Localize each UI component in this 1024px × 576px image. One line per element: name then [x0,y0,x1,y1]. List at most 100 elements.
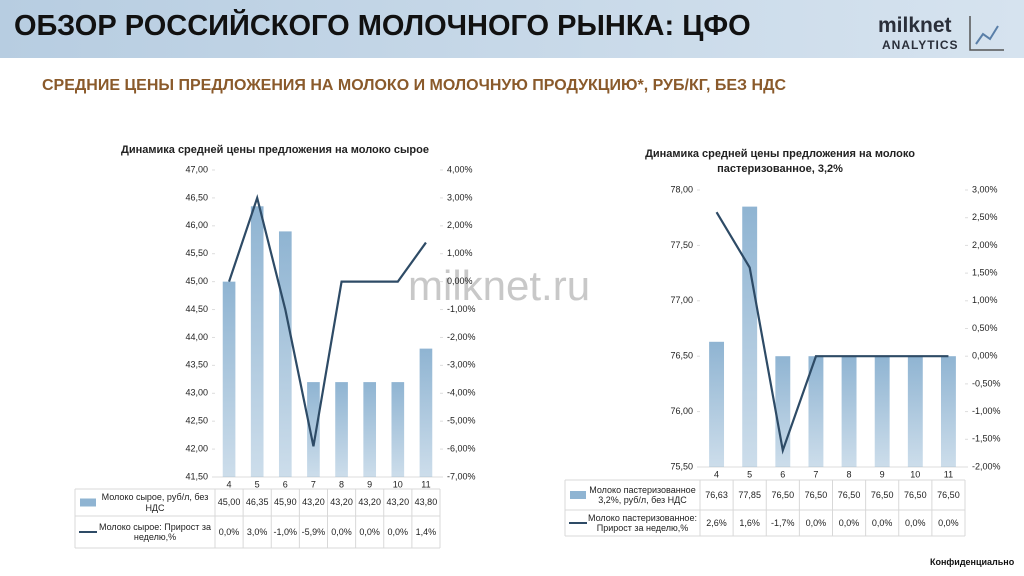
y2-tick-label: 0,50% [972,323,998,333]
data-label: 1,4% [415,526,437,537]
data-label: 45,90 [274,497,297,508]
legend-swatch [80,498,96,507]
data-label: -1,0% [273,526,298,537]
data-label: 76,50 [870,489,894,500]
footer: Конфиденциально [930,557,1015,567]
bar [419,348,433,477]
y2-tick-label: -5,00% [447,416,476,426]
chart-title: Динамика средней цены предложения на мол… [645,148,915,175]
data-label: 0,0% [838,517,860,528]
y2-tick-label: 4,00% [447,164,473,174]
data-label: 0,0% [331,526,352,537]
y2-tick-label: 1,00% [447,248,473,258]
y-tick-label: 44,50 [185,304,208,314]
slide-title: ОБЗОР РОССИЙСКОГО МОЛОЧНОГО РЫНКА: ЦФО [14,10,751,42]
y2-tick-label: -1,00% [447,304,476,314]
y-tick-label: 45,00 [185,276,208,286]
data-label: 43,20 [386,497,410,508]
data-label: 76,50 [771,489,795,500]
y-tick-label: 46,00 [185,220,208,230]
subtitle: СРЕДНИЕ ЦЕНЫ ПРЕДЛОЖЕНИЯ НА МОЛОКО И МОЛ… [42,77,787,94]
bar [335,382,348,477]
data-label: 2,6% [706,517,727,528]
x-tick-label: 9 [880,469,885,479]
y2-tick-label: -1,00% [972,406,1001,416]
y2-tick-label: -1,50% [972,434,1001,444]
data-label: 0,0% [905,517,926,528]
data-label: 43,20 [330,497,353,508]
y2-tick-label: 1,00% [972,295,998,305]
data-label: 43,20 [302,497,325,508]
legend-entry: Молоко сырое: Прирост за неделю,% [98,521,212,542]
y2-tick-label: -2,00% [972,461,1001,471]
line-series [715,211,949,455]
x-tick-label: 5 [747,469,752,479]
x-tick-label: 6 [283,479,288,489]
bar [874,356,890,467]
bar [709,341,725,467]
data-label: 0,0% [218,526,240,537]
y2-tick-label: 0,00% [447,276,473,286]
logo-icon [969,16,1004,51]
y-tick-label: 76,50 [670,351,693,361]
data-label: 0,0% [871,517,893,528]
data-label: 0,0% [387,526,409,537]
data-label: 0,0% [805,517,827,528]
x-tick-label: 6 [780,469,785,479]
bar [742,206,758,467]
y-tick-label: 44,00 [185,332,208,342]
legend-entry: Молоко пастеризованное: Прирост за недел… [588,512,697,533]
bar [363,382,377,477]
data-label: -1,7% [771,517,795,528]
data-label: 43,20 [358,497,381,508]
y2-tick-label: -0,50% [972,378,1001,388]
x-tick-label: 4 [714,469,719,479]
data-label: 76,63 [705,489,728,500]
data-label: 76,50 [937,489,960,500]
x-tick-label: 8 [339,479,344,489]
data-label: -5,9% [301,526,326,537]
y-tick-label: 42,00 [185,443,208,453]
y2-tick-label: 2,00% [447,220,473,230]
data-label: 0,0% [359,526,380,537]
y-tick-label: 43,00 [185,388,208,398]
bar [841,356,857,467]
bar [222,281,236,477]
y2-tick-label: 0,00% [972,351,998,361]
x-tick-label: 10 [910,469,920,479]
y2-tick-label: -6,00% [447,443,476,453]
bar [907,356,923,467]
data-label: 43,80 [414,497,438,508]
y-tick-label: 46,50 [185,192,208,202]
y2-tick-label: -3,00% [447,360,476,370]
watermark: milknet.ru [408,262,591,309]
chart-title: Динамика средней цены предложения на мол… [121,144,429,156]
bar [940,356,956,467]
bar [391,382,405,477]
y-tick-label: 45,50 [185,248,208,258]
line-series [228,194,427,447]
data-label: 76,50 [804,489,828,500]
bar [278,231,292,477]
x-tick-label: 10 [393,479,403,489]
y-tick-label: 77,00 [670,295,693,305]
bar [808,356,824,467]
legend-swatch [570,491,586,499]
data-label: 46,35 [245,497,269,508]
logo-sub: ANALYTICS [882,38,959,52]
y2-tick-label: -2,00% [447,332,476,342]
y-tick-label: 75,50 [670,461,693,471]
y-tick-label: 76,00 [670,406,693,416]
x-tick-label: 9 [367,479,372,489]
y2-tick-label: 3,00% [447,192,473,202]
y-tick-label: 42,50 [185,416,208,426]
y2-tick-label: -4,00% [447,388,476,398]
data-label: 45,00 [217,497,241,508]
data-label: 3,0% [246,526,268,537]
logo-name: milknet [878,14,952,37]
y2-tick-label: 2,50% [972,212,998,222]
y2-tick-label: 3,00% [972,184,998,194]
legend-entry: Молоко пастеризованное 3,2%, руб/л, без … [589,484,696,505]
